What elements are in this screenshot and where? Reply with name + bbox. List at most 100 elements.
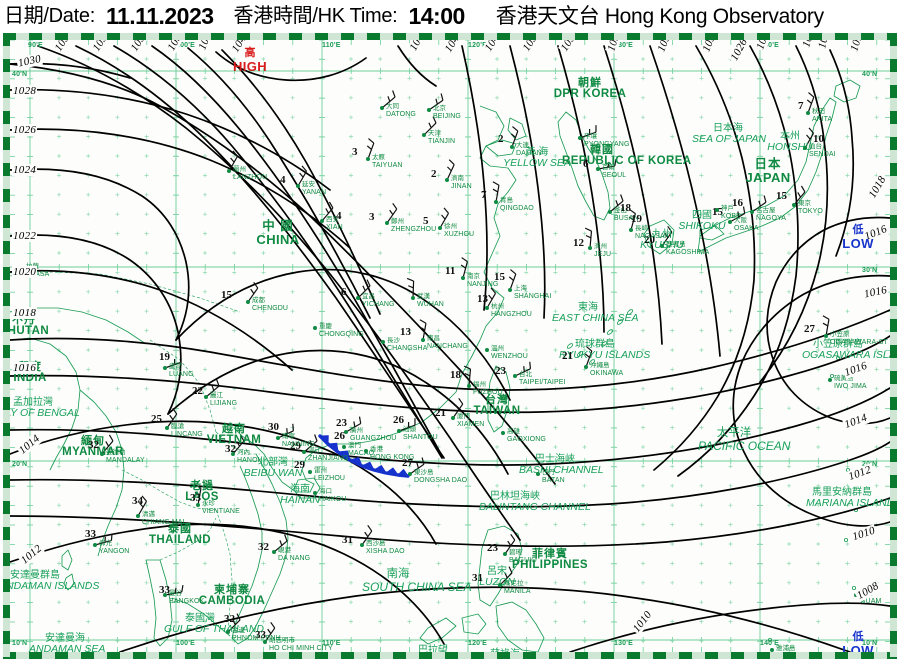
time-label: 香港時間/HK Time:: [233, 4, 398, 27]
station-bangkok-dot: [163, 593, 167, 597]
station-qingdao-dot: [494, 200, 498, 204]
station-guam-dot: [854, 593, 858, 597]
station-sendai-temperature: 10: [813, 133, 824, 145]
station-jinan-temperature: 2: [431, 168, 437, 180]
station-phnom-penh-dot: [226, 630, 230, 634]
station-dongsha-dao-temperature: 27: [402, 457, 413, 469]
station-kobe-dot: [715, 208, 719, 212]
station-kagoshima-temperature: 20: [644, 234, 655, 246]
map-border-right: [890, 33, 897, 659]
station-guangzhou-dot: [344, 430, 348, 434]
station-hangzhou-dot: [485, 306, 489, 310]
station-nanchang-dot: [421, 338, 425, 342]
station-manila-dot: [498, 583, 502, 587]
station-tokyo-dot: [792, 203, 796, 207]
station-zhanjiang-temperature: 29: [290, 440, 301, 452]
station-chengdu-dot: [246, 300, 250, 304]
map-plot-area[interactable]: 40'N 30'N 20'N 10'N 40'N 30'N 20'N 10'N 90'E 100'…: [10, 40, 890, 652]
date-label: 日期/Date:: [4, 4, 95, 27]
date-value: 11.11.2023: [105, 2, 214, 29]
station-nanning-dot: [276, 436, 280, 440]
station-xisha-dao-dot: [360, 543, 364, 547]
station-yanan-dot: [296, 184, 300, 188]
station-vientiane-temperature: 33: [190, 492, 201, 504]
station-yanan-temperature: 4: [280, 174, 286, 186]
station-jeju-temperature: 12: [573, 237, 584, 249]
station-manila-temperature: 31: [472, 572, 483, 584]
station-seoul-temperature: 6: [583, 158, 589, 170]
time-value: 14:00: [408, 2, 465, 29]
station-nagoya-temperature: 16: [732, 197, 743, 209]
station-yangon-dot: [93, 543, 97, 547]
station-luang-temperature: 19: [159, 351, 170, 363]
station-ho-chi-minh-city-temperature: 33: [255, 629, 266, 641]
station-nagasaki-temperature: 19: [631, 213, 642, 225]
station-osaka-temperature: 15: [712, 206, 723, 218]
station-ho-chi-minh-city-dot: [263, 640, 267, 644]
station-akita-dot: [806, 111, 810, 115]
station-taipei-taipei-dot: [513, 374, 517, 378]
station-nanchang-temperature: 13: [400, 326, 411, 338]
station-okinawa-temperature: 21: [562, 350, 573, 362]
station-nagoya-dot: [750, 210, 754, 214]
station-baguio-temperature: 23: [487, 542, 498, 554]
station-lijiang-temperature: 22: [192, 385, 203, 397]
station-gaoxiong-dot: [501, 431, 505, 435]
station-xiamen-dot: [451, 416, 455, 420]
station-chongqing-dot: [313, 326, 317, 330]
weather-map[interactable]: 40'N 30'N 20'N 10'N 40'N 30'N 20'N 10'N 90'E 100'…: [3, 33, 897, 659]
station-akita-temperature: 7: [798, 100, 804, 112]
station-xuzhou-temperature: 5: [423, 215, 429, 227]
station-leizhou-temperature: 29: [294, 459, 305, 471]
station-hanoi-dot: [231, 452, 235, 456]
station-yangon-temperature: 33: [85, 528, 96, 540]
station-macao-temperature: 26: [334, 430, 345, 442]
map-border-top: [3, 33, 897, 40]
station-wenzhou-dot: [485, 348, 489, 352]
station-haikou-dot: [313, 491, 317, 495]
station-jeju-dot: [588, 246, 592, 250]
station-zhengzhou-dot: [385, 221, 389, 225]
station-macao-dot: [342, 445, 346, 449]
station-taiyuan-temperature: 3: [352, 146, 358, 158]
station-chiang-mai-temperature: 34: [132, 495, 143, 507]
station-da-nang-dot: [272, 550, 276, 554]
station-lijiang-dot: [204, 395, 208, 399]
station-jinan-dot: [445, 178, 449, 182]
station-baguio-dot: [503, 552, 507, 556]
map-border-left: [3, 33, 10, 659]
map-border-bottom: [3, 652, 897, 659]
station-bangkok-temperature: 33: [159, 584, 170, 596]
station-leizhou-dot: [308, 470, 312, 474]
station-shantou-dot: [397, 429, 401, 433]
station-yichang-temperature: 6: [341, 286, 347, 298]
station-ogasawara-st-dot: [824, 334, 828, 338]
station-lanzhou-dot: [227, 169, 231, 173]
station-zhanjiang-dot: [302, 450, 306, 454]
station-batan-dot: [536, 472, 540, 476]
station-busan-temperature: 18: [620, 202, 631, 214]
station-hong-kong-dot: [364, 449, 368, 453]
station-fuzhou-dot: [467, 384, 471, 388]
station-taipei-taipei-temperature: 23: [495, 365, 506, 377]
station-yichang-dot: [356, 296, 360, 300]
chart-header: 日期/Date: 11.11.2023 香港時間/HK Time: 14:00 …: [0, 0, 900, 32]
station-xiamen-temperature: 21: [435, 407, 446, 419]
station-okinawa-dot: [584, 365, 588, 369]
station-chengdu-temperature: 15: [221, 289, 232, 301]
station-mandalay-dot: [100, 452, 104, 456]
station-chiang-mai-dot: [136, 514, 140, 518]
station-phnom-penh-temperature: 32: [224, 613, 235, 625]
station-xuzhou-dot: [438, 226, 442, 230]
station-xisha-dao-temperature: 31: [342, 534, 353, 546]
station-fuzhou-temperature: 18: [450, 369, 461, 381]
station-guangzhou-temperature: 23: [336, 417, 347, 429]
front-layer: [318, 434, 410, 478]
station-da-nang-temperature: 32: [258, 541, 269, 553]
station-shanghai-dot: [508, 288, 512, 292]
station-nanjing-temperature: 11: [445, 265, 456, 277]
station-luang-dot: [163, 366, 167, 370]
station-pyongyang-dot: [578, 136, 582, 140]
station-kagoshima-dot: [660, 244, 664, 248]
